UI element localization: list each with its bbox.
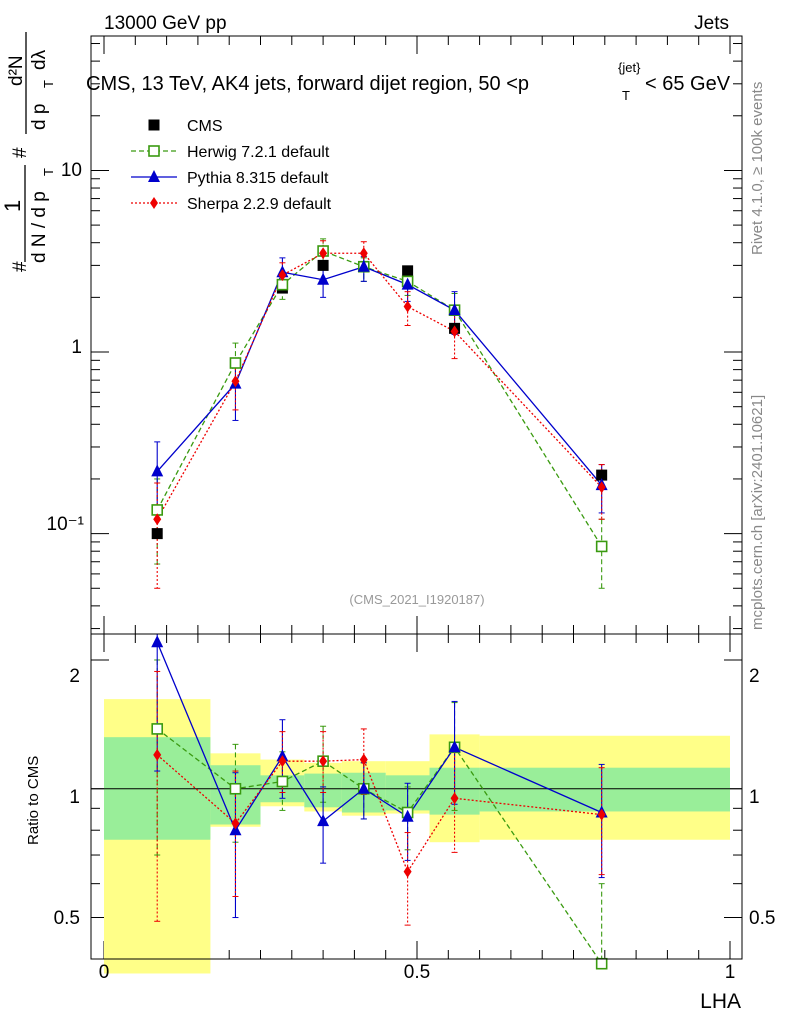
x-axis-label: LHA (700, 990, 741, 1013)
legend-label-sherpa: Sherpa 2.2.9 default (187, 196, 332, 213)
herwig-marker (229, 357, 242, 369)
sherpa-marker (359, 247, 368, 260)
ratio-frame (90, 633, 743, 960)
pythia-ratio-line (156, 642, 602, 832)
herwig-ratio-line (156, 728, 603, 965)
sherpa-marker (319, 755, 328, 768)
sherpa-line (156, 252, 603, 520)
herwig-marker (276, 775, 289, 788)
sherpa-marker (278, 755, 287, 768)
pythia-marker (317, 814, 330, 827)
x-tick-2: 1 (725, 962, 736, 983)
pythia-marker (151, 464, 164, 477)
ylabel-T2: T (41, 80, 56, 88)
tick-labels: 10⁻¹ 1 10 0.5 1 2 0.5 1 2 0 0.5 1 (47, 160, 776, 983)
pythia-marker (357, 259, 370, 272)
main-ylabel: # 1 d N / d p T # d²N d p T dλ (0, 32, 56, 272)
pythia-marker (401, 277, 414, 290)
title-end: < 65 GeV (645, 73, 731, 95)
herwig-marker (595, 540, 608, 553)
y-tick-main-0: 10⁻¹ (47, 514, 85, 535)
sherpa-marker (231, 375, 240, 388)
pythia-marker (448, 740, 461, 753)
pythia-marker (401, 809, 414, 822)
sherpa-marker (359, 753, 368, 766)
cms-marker (317, 259, 329, 271)
ylabel-dl: dλ (29, 49, 50, 70)
herwig-marker (595, 957, 608, 970)
ratio-ylabel: Ratio to CMS (25, 756, 42, 845)
sherpa-marker (278, 269, 287, 282)
x-tick-0: 0 (99, 962, 110, 983)
legend-label-herwig: Herwig 7.2.1 default (187, 144, 330, 161)
cms-marker (151, 528, 163, 540)
sherpa-marker (319, 247, 328, 260)
band-inner-bin (479, 767, 730, 812)
y-tick-main-1: 1 (71, 337, 82, 358)
title-sup: {jet} (618, 60, 641, 75)
header-left: 13000 GeV pp (104, 13, 227, 34)
pythia-marker (448, 303, 461, 316)
pythia-marker (148, 170, 160, 182)
chart-title: CMS, 13 TeV, AK4 jets, forward dijet reg… (86, 60, 731, 103)
y-tick-ratio-1: 1 (69, 787, 80, 808)
sherpa-marker (150, 197, 158, 209)
title-sub: T (622, 88, 630, 103)
ylabel-T1: T (41, 168, 56, 176)
y-tick-ratio-0-right: 0.5 (749, 908, 775, 929)
y-tick-ratio-2: 2 (69, 666, 80, 687)
cms-marker (402, 265, 414, 277)
pythia-marker (357, 781, 370, 794)
side-bottom-text: mcplots.cern.ch [arXiv:2401.10621] (749, 395, 766, 630)
cms-marker (148, 119, 160, 131)
cms-marker (596, 469, 608, 481)
herwig-line (156, 250, 603, 547)
sherpa-marker (403, 300, 412, 313)
sherpa-marker (597, 808, 606, 821)
sherpa-marker (403, 865, 412, 878)
title-main: CMS, 13 TeV, AK4 jets, forward dijet reg… (86, 73, 529, 95)
sherpa-marker (450, 325, 459, 338)
legend-label-pythia: Pythia 8.315 default (187, 170, 329, 187)
ylabel-hash-2: # (10, 147, 31, 158)
sherpa-ratio-line (156, 754, 602, 874)
herwig-marker (151, 723, 164, 735)
herwig-marker (148, 145, 160, 157)
y-tick-ratio-1-right: 1 (749, 787, 760, 808)
y-tick-main-2: 10 (61, 160, 82, 181)
sherpa-marker (450, 792, 459, 805)
ylabel-one: 1 (0, 200, 25, 212)
ratio-panel (91, 633, 742, 974)
main-panel (91, 36, 742, 960)
header-right: Jets (694, 13, 729, 34)
ylabel-d2N: d²N (6, 55, 27, 86)
legend: CMS Herwig 7.2.1 default Pythia 8.315 de… (131, 118, 332, 213)
y-tick-ratio-0: 0.5 (54, 908, 80, 929)
y-tick-ratio-2-right: 2 (749, 666, 760, 687)
pythia-marker (317, 272, 330, 285)
pythia-line (156, 266, 603, 486)
x-tick-1: 0.5 (404, 962, 430, 983)
ylabel-dpdl: d p (29, 104, 50, 130)
sherpa-marker (153, 513, 162, 526)
analysis-id: (CMS_2021_I1920187) (349, 592, 484, 607)
ylabel-hash-1: # (10, 261, 31, 272)
sherpa-marker (597, 481, 606, 494)
ylabel-dN: d N / d p (29, 191, 50, 263)
legend-label-cms: CMS (187, 118, 223, 135)
sherpa-marker (231, 817, 240, 830)
herwig-marker (229, 782, 242, 795)
pythia-marker (151, 635, 164, 648)
side-top-text: Rivet 4.1.0, ≥ 100k events (749, 82, 766, 255)
sherpa-marker (153, 748, 162, 761)
